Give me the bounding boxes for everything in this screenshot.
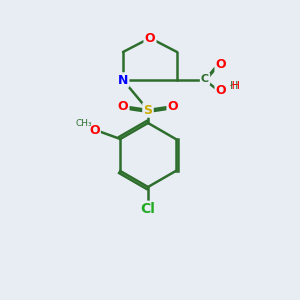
Text: O: O	[118, 100, 128, 112]
Text: O: O	[145, 32, 155, 44]
Text: ·H: ·H	[229, 81, 241, 91]
Text: Cl: Cl	[141, 202, 155, 216]
Text: O: O	[89, 124, 100, 136]
Text: CH₃: CH₃	[76, 118, 93, 127]
Text: O: O	[168, 100, 178, 112]
Text: H: H	[230, 81, 238, 91]
Text: O: O	[216, 58, 226, 71]
Text: S: S	[143, 103, 152, 116]
Text: N: N	[118, 74, 128, 86]
Text: C: C	[201, 74, 209, 84]
Text: O: O	[216, 83, 226, 97]
